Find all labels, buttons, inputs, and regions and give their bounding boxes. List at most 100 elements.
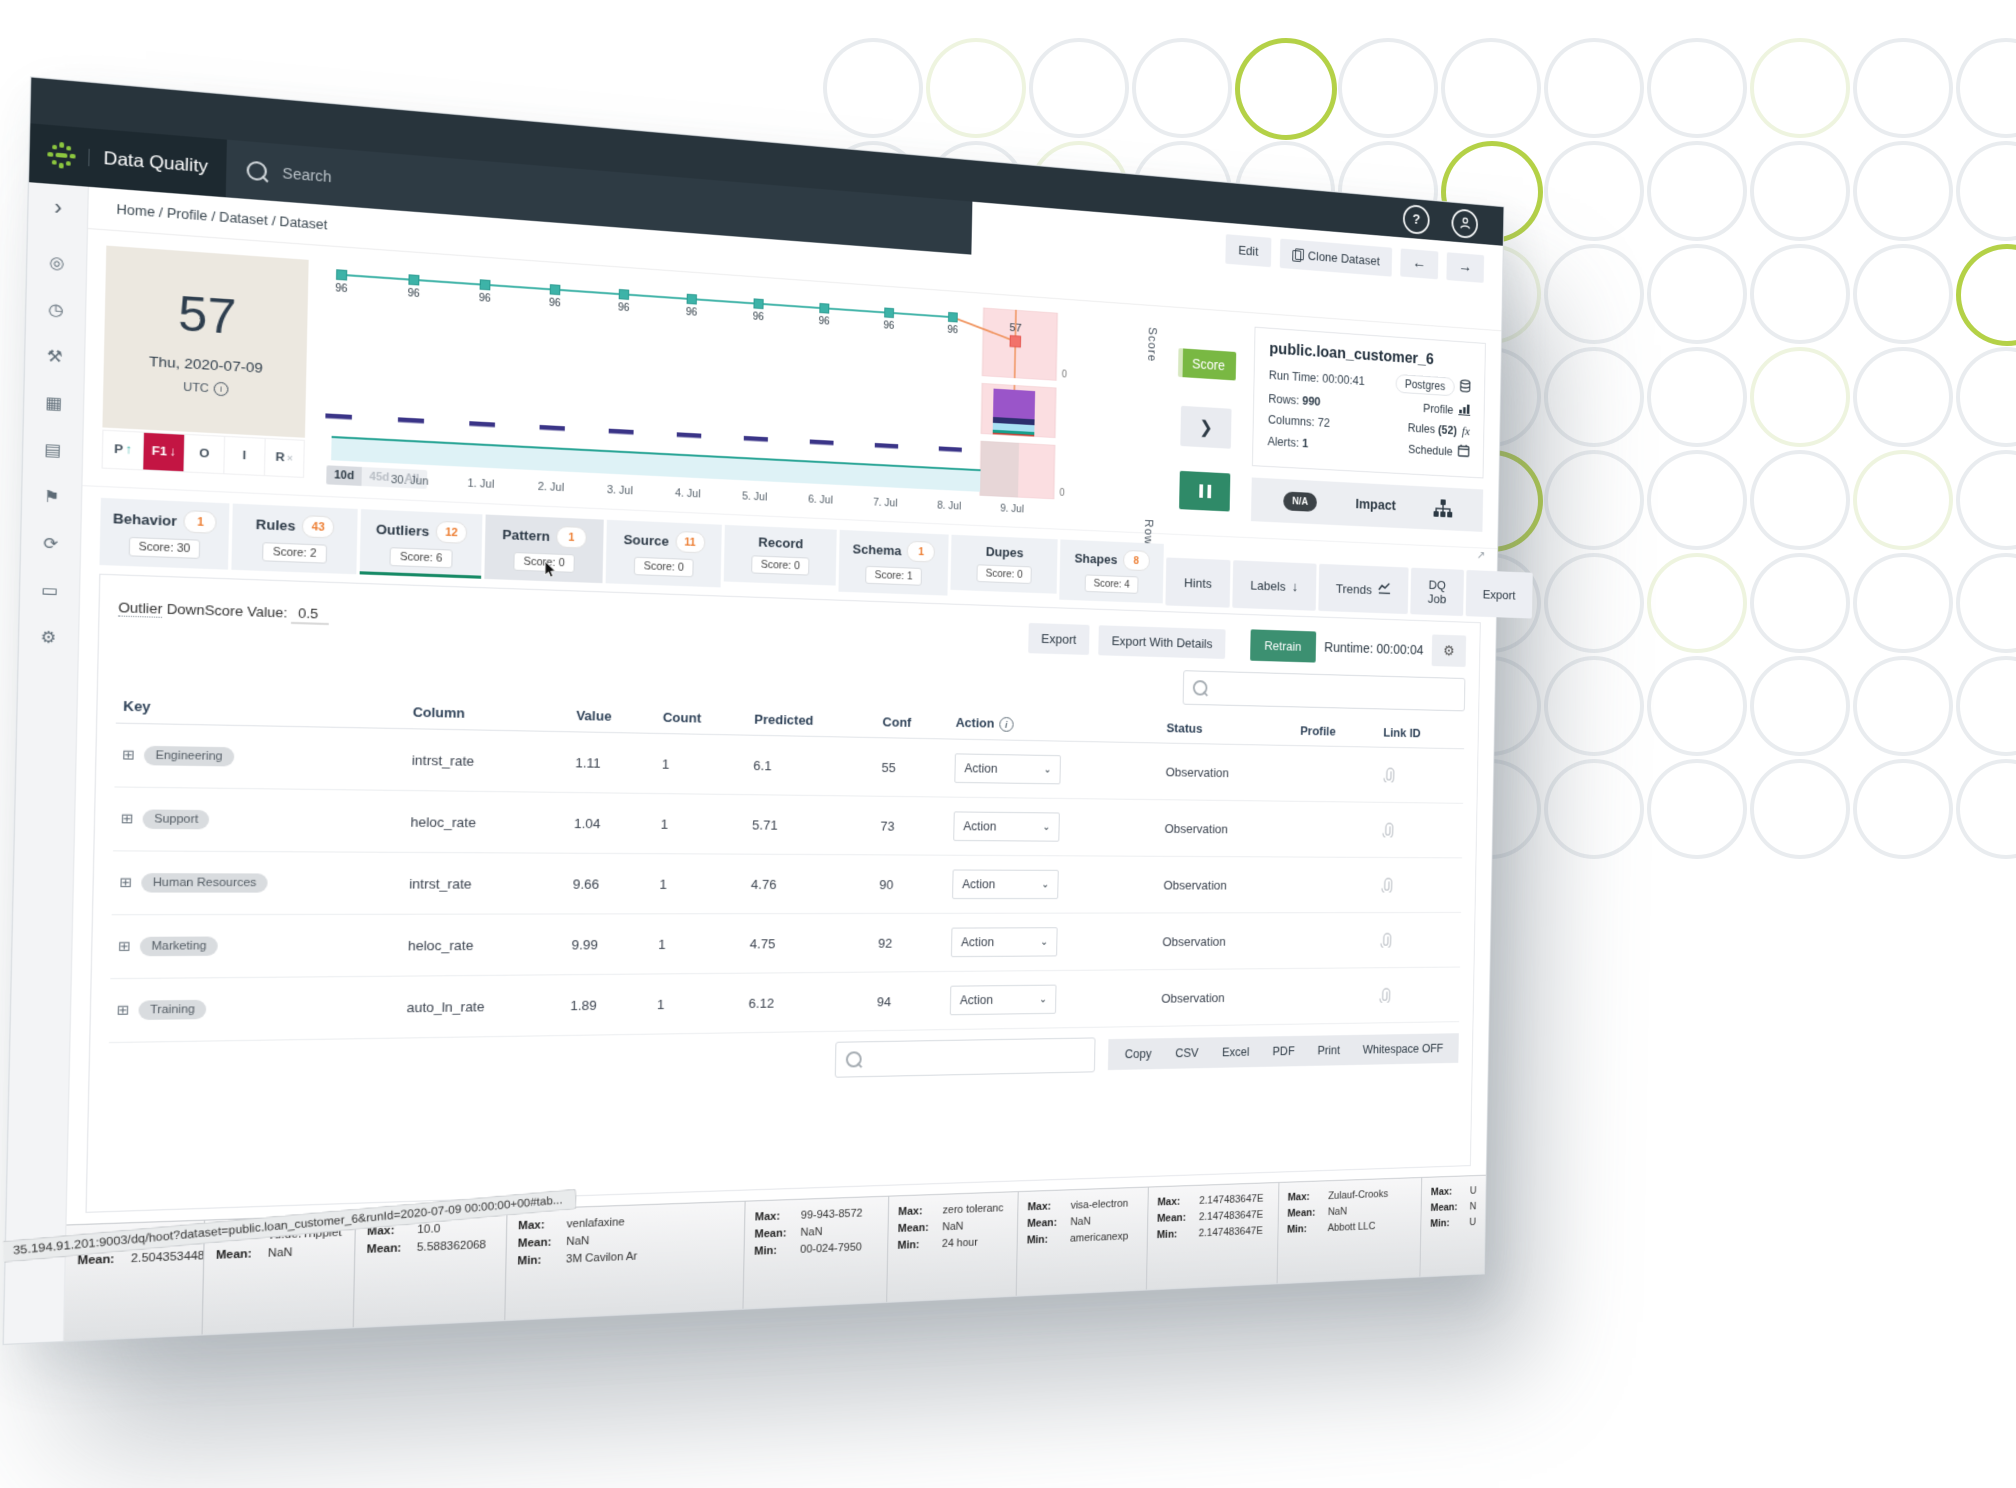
tab-outliers[interactable]: Outliers 12 Score: 6: [359, 509, 483, 579]
help-icon[interactable]: ?: [1402, 203, 1430, 235]
export-button[interactable]: Export: [1465, 569, 1533, 619]
col-header-count[interactable]: Count: [656, 700, 749, 736]
col-header-column[interactable]: Column: [405, 694, 571, 732]
info-label: Rows: 990: [1268, 391, 1321, 409]
bg-circle: [1956, 244, 2016, 346]
action-select[interactable]: Action ⌄: [953, 811, 1061, 842]
postgres-link[interactable]: Postgres: [1395, 373, 1471, 397]
col-header-status[interactable]: Status: [1160, 711, 1296, 746]
tab-behavior[interactable]: Behavior 1 Score: 30: [99, 497, 230, 570]
export-with-details-button[interactable]: Export With Details: [1098, 624, 1226, 659]
expand-row-icon[interactable]: ⊞: [119, 874, 133, 891]
expand-row-icon[interactable]: ⊞: [121, 746, 135, 763]
stat-line: Max: 2.147483647E: [1157, 1192, 1264, 1209]
pdf-button[interactable]: PDF: [1272, 1044, 1295, 1059]
stat-cell: Max: visa-electron Mean: NaN Min: americanexp: [1016, 1187, 1149, 1296]
forward-arrow-button[interactable]: →: [1446, 252, 1485, 283]
col-header-predicted[interactable]: Predicted: [747, 702, 878, 738]
retrain-button[interactable]: Retrain: [1249, 628, 1316, 663]
action-select[interactable]: Action ⌄: [952, 869, 1059, 900]
score-toggle-button[interactable]: Score: [1178, 348, 1237, 381]
reports-icon[interactable]: ▤: [44, 440, 62, 460]
tools-icon[interactable]: ⚒: [46, 346, 63, 367]
whitespace-off-button[interactable]: Whitespace OFF: [1362, 1041, 1444, 1057]
svg-text:0: 0: [1062, 370, 1068, 381]
action-select[interactable]: Action ⌄: [951, 927, 1058, 958]
user-icon[interactable]: [1451, 207, 1479, 239]
paperclip-icon[interactable]: [1381, 822, 1457, 838]
tab-dupes[interactable]: Dupes Score: 0: [950, 534, 1058, 594]
clone-dataset-button[interactable]: Clone Dataset: [1279, 238, 1393, 277]
tab-pattern[interactable]: Pattern 1 Score: 0: [484, 514, 604, 584]
axis-tick-label: 6. Jul: [807, 493, 834, 507]
history-icon[interactable]: ◷: [47, 299, 64, 320]
print-button[interactable]: Print: [1317, 1043, 1341, 1058]
axis-tick-label: 2. Jul: [537, 480, 565, 495]
settings-icon[interactable]: ⚙: [40, 627, 57, 647]
mode-f1[interactable]: F1 ↓: [143, 432, 186, 472]
schedule-icon[interactable]: ▭: [41, 580, 59, 600]
labels-button[interactable]: Labels ↓: [1232, 560, 1317, 611]
profile-link[interactable]: Profile: [1423, 400, 1471, 419]
bg-circle: [1544, 553, 1644, 653]
range-10d[interactable]: 10d: [326, 465, 362, 486]
col-header-profile[interactable]: Profile: [1294, 714, 1379, 748]
col-header-conf[interactable]: Conf: [876, 705, 951, 740]
downscore-value-input[interactable]: 0.5: [291, 604, 330, 626]
table-search-input[interactable]: [1214, 680, 1456, 703]
gear-icon[interactable]: ⚙: [1431, 634, 1467, 667]
outlier-link[interactable]: Outlier: [118, 599, 163, 618]
table-filter-input[interactable]: [869, 1046, 1086, 1068]
dq-job-button[interactable]: DQ Job: [1410, 567, 1464, 617]
expand-row-icon[interactable]: ⊞: [117, 938, 131, 955]
expand-row-icon[interactable]: ⊞: [116, 1001, 130, 1019]
paperclip-icon[interactable]: [1379, 932, 1455, 947]
csv-button[interactable]: CSV: [1175, 1046, 1199, 1061]
export-button[interactable]: Export: [1027, 622, 1090, 655]
col-header-value[interactable]: Value: [569, 698, 658, 734]
cell-predicted: 4.75: [743, 913, 873, 974]
col-header-action[interactable]: Action i: [949, 706, 1162, 744]
col-header-link-id[interactable]: Link ID: [1377, 716, 1465, 749]
col-header-key[interactable]: Key: [115, 687, 407, 729]
edit-button[interactable]: Edit: [1225, 233, 1272, 267]
tab-schema[interactable]: Schema 1 Score: 1: [838, 529, 949, 596]
mode-i[interactable]: I: [224, 436, 266, 476]
alerts-icon[interactable]: ⚑: [43, 487, 60, 507]
rules-52--link[interactable]: Rules (52) fx: [1407, 421, 1471, 438]
paperclip-icon[interactable]: [1378, 987, 1454, 1003]
tab-rules[interactable]: Rules 43 Score: 2: [231, 503, 358, 575]
stat-line: Min: 24 hour: [897, 1236, 978, 1252]
chevron-right-button[interactable]: ❯: [1180, 405, 1232, 449]
tab-source[interactable]: Source 11 Score: 0: [605, 519, 722, 588]
mode-p[interactable]: P ↑: [102, 430, 145, 470]
hints-button[interactable]: Hints: [1165, 557, 1231, 608]
expand-sidebar-icon[interactable]: ›: [53, 195, 63, 220]
expand-row-icon[interactable]: ⊞: [120, 810, 134, 827]
copy-button[interactable]: Copy: [1124, 1047, 1152, 1062]
tab-record[interactable]: Record Score: 0: [723, 524, 837, 586]
svg-text:96: 96: [335, 283, 348, 295]
cell-count: 1: [653, 793, 747, 855]
expand-icon[interactable]: ↗: [1476, 548, 1486, 562]
cell-column: intrst_rate: [404, 728, 570, 793]
run-date: Thu, 2020-07-09: [148, 353, 263, 376]
excel-button[interactable]: Excel: [1221, 1045, 1250, 1060]
action-select[interactable]: Action ⌄: [950, 984, 1057, 1016]
tab-shapes[interactable]: Shapes 8 Score: 4: [1059, 539, 1164, 604]
paperclip-icon[interactable]: [1380, 878, 1456, 893]
action-select[interactable]: Action ⌄: [954, 753, 1062, 785]
bg-circle: [1647, 141, 1747, 241]
paperclip-icon[interactable]: [1382, 767, 1458, 783]
profile-icon[interactable]: ◎: [48, 252, 65, 273]
stat-cell: Max: 2.147483647E Mean: 2.147483647E Min: 2.1…: [1146, 1182, 1280, 1290]
trends-button[interactable]: Trends: [1317, 563, 1409, 615]
mode-o[interactable]: O: [184, 434, 226, 474]
jobs-icon[interactable]: ⟳: [43, 534, 59, 554]
mode-r[interactable]: R ×: [275, 451, 294, 465]
impact-card[interactable]: N/A Impact: [1250, 477, 1484, 532]
schedule-link[interactable]: Schedule: [1408, 441, 1470, 460]
pause-button[interactable]: [1179, 470, 1231, 512]
catalog-icon[interactable]: ▦: [45, 393, 63, 413]
back-arrow-button[interactable]: ←: [1400, 248, 1439, 280]
